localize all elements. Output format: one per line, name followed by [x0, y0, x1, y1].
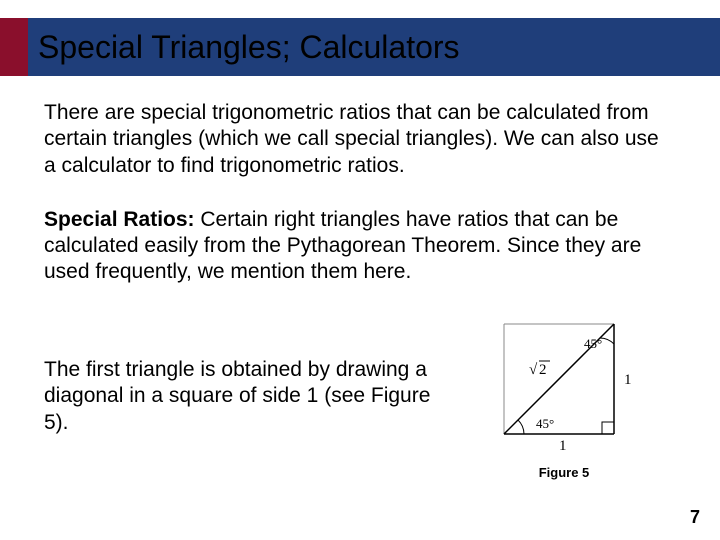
title-accent-strip: [0, 18, 28, 76]
title-bar: Special Triangles; Calculators: [0, 18, 720, 76]
slide: Special Triangles; Calculators There are…: [0, 0, 720, 540]
fig5-angle-bottom: 45°: [536, 416, 554, 431]
figure-5: 45° 45° 1 1 √ 2 Figure 5: [464, 314, 664, 480]
figure-5-svg: 45° 45° 1 1 √ 2: [474, 314, 654, 454]
fig5-hypotenuse-2: 2: [539, 362, 547, 378]
fig5-side-bottom: 1: [559, 438, 567, 454]
special-ratios-label: Special Ratios:: [44, 208, 200, 231]
fig5-side-right: 1: [624, 372, 632, 388]
slide-title: Special Triangles; Calculators: [38, 29, 460, 66]
figure-row-text: The first triangle is obtained by drawin…: [44, 357, 444, 436]
paragraph-first-triangle: The first triangle is obtained by drawin…: [44, 357, 444, 436]
slide-body: There are special trigonometric ratios t…: [44, 100, 664, 480]
paragraph-intro: There are special trigonometric ratios t…: [44, 100, 664, 179]
title-main-strip: Special Triangles; Calculators: [28, 18, 720, 76]
fig5-hypotenuse: √: [529, 362, 538, 378]
paragraph-special-ratios: Special Ratios: Certain right triangles …: [44, 207, 664, 286]
figure-5-caption: Figure 5: [464, 465, 664, 480]
figure-row: The first triangle is obtained by drawin…: [44, 314, 664, 480]
page-number: 7: [690, 507, 700, 528]
fig5-angle-top: 45°: [584, 336, 602, 351]
